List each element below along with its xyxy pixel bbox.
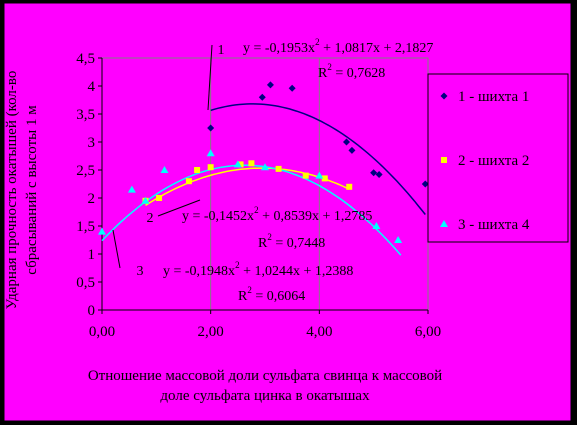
- x-tick-label: 2,00: [198, 324, 224, 340]
- data-point-series-1: [207, 124, 215, 132]
- data-point-series-3: [206, 149, 215, 157]
- x-tick-label: 6,00: [415, 324, 441, 340]
- y-tick-label: 1: [88, 247, 96, 263]
- legend-marker-series-1: [440, 92, 448, 100]
- data-point-series-3: [372, 222, 381, 229]
- equation-leader: [112, 229, 121, 269]
- legend-label: 2 - шихта 2: [458, 153, 529, 169]
- x-axis-title: Отношение массовой доли сульфата свинца …: [88, 368, 442, 384]
- y-tick-label: 0,5: [76, 275, 95, 291]
- r-squared: R2 = 0,7628: [318, 62, 385, 81]
- data-point-series-2: [156, 195, 163, 201]
- y-tick-label: 4,5: [76, 51, 95, 67]
- r-squared: R2 = 0,7448: [258, 232, 325, 251]
- y-tick-label: 2,5: [76, 163, 95, 179]
- legend-label: 1 - шихта 1: [458, 89, 529, 105]
- data-point-series-3: [141, 196, 150, 204]
- equation-number: 1: [218, 43, 225, 58]
- r-squared: R2 = 0,6064: [238, 285, 305, 304]
- data-point-series-3: [98, 227, 106, 235]
- equation-leader: [207, 44, 213, 111]
- data-point-series-2: [346, 183, 353, 190]
- data-point-series-1: [266, 81, 274, 89]
- y-tick-label: 3,5: [76, 107, 95, 123]
- y-tick-label: 2: [88, 191, 96, 207]
- trendline-equation: y = -0,1452x2 + 0,8539x + 1,2785: [182, 205, 372, 224]
- legend-marker-series-3: [440, 220, 448, 227]
- equation-number: 2: [147, 211, 154, 226]
- data-point-series-3: [160, 166, 169, 173]
- y-axis-title: Ударная прочность окатышей (кол-во: [4, 71, 20, 310]
- equation-number: 3: [137, 264, 144, 279]
- data-point-series-2: [237, 161, 244, 168]
- legend-label: 3 - шихта 4: [458, 217, 530, 233]
- y-tick-label: 1,5: [76, 219, 95, 235]
- legend-marker-series-2: [441, 157, 447, 163]
- data-point-series-2: [194, 167, 201, 173]
- data-point-series-3: [261, 163, 269, 171]
- y-axis-title: сбрасываний с высоты 1 м: [24, 105, 40, 275]
- data-point-series-1: [370, 169, 378, 177]
- data-point-series-1: [421, 180, 429, 188]
- data-point-series-2: [302, 172, 309, 179]
- y-tick-label: 0: [88, 303, 96, 319]
- legend: [427, 73, 569, 243]
- equation-leader: [157, 199, 201, 217]
- data-point-series-1: [288, 84, 296, 92]
- data-point-series-3: [127, 185, 136, 193]
- data-point-series-3: [394, 236, 403, 243]
- trendline-series-2: [145, 167, 350, 207]
- data-point-series-2: [321, 175, 328, 182]
- data-point-series-1: [348, 146, 356, 154]
- y-tick-label: 4: [88, 79, 96, 95]
- x-tick-label: 4,00: [306, 324, 332, 340]
- data-point-series-2: [207, 164, 214, 171]
- trendline-series-1: [210, 103, 426, 215]
- x-tick-label: 0,00: [89, 324, 115, 340]
- trendline-equation: y = -0,1948x2 + 1,0244x + 1,2388: [163, 260, 353, 279]
- plot-area: [101, 57, 429, 311]
- data-point-series-1: [343, 138, 350, 146]
- data-point-series-1: [258, 93, 266, 101]
- trendline-equation: y = -0,1953x2 + 1,0817x + 2,1827: [243, 37, 433, 56]
- data-point-series-3: [315, 171, 324, 179]
- data-point-series-2: [275, 165, 282, 172]
- x-axis-title: доле сульфата цинка в окатышах: [160, 388, 370, 404]
- data-point-series-1: [375, 170, 383, 178]
- data-point-series-3: [233, 160, 242, 168]
- data-point-series-2: [185, 178, 192, 185]
- y-tick-label: 3: [88, 135, 96, 151]
- data-point-series-2: [248, 160, 255, 167]
